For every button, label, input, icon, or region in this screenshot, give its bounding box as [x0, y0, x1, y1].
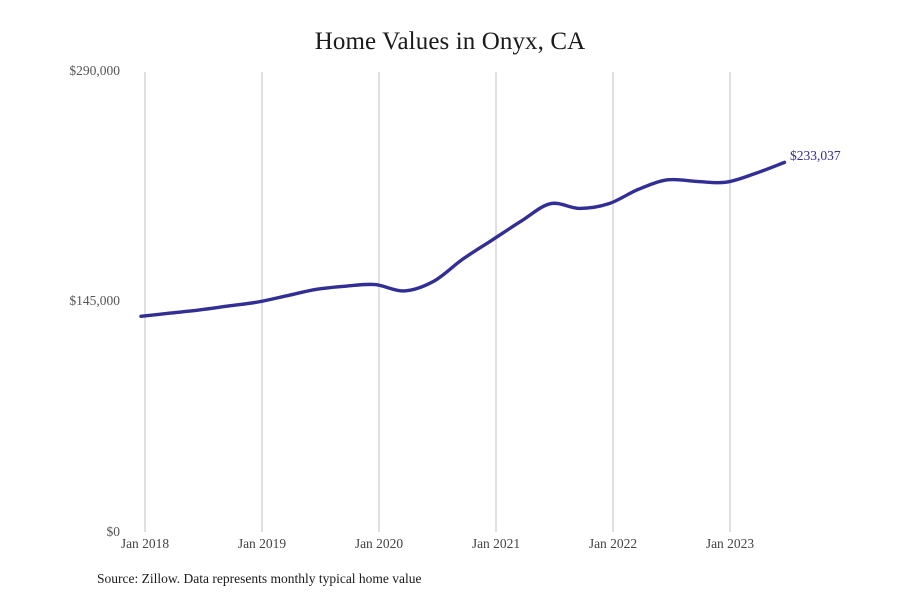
y-axis-tick-0: $0: [106, 524, 121, 539]
x-axis-tick-jan-2022: Jan 2022: [588, 536, 638, 551]
x-axis-tick-jan-2023: Jan 2023: [705, 536, 755, 551]
x-axis-tick-jan-2020: Jan 2020: [354, 536, 404, 551]
end-value-annotation: $233,037: [790, 148, 841, 163]
home-value-line-series: [139, 160, 787, 318]
chart-title: Home Values in Onyx, CA: [314, 28, 586, 55]
y-axis-tick-290000: $290,000: [69, 63, 120, 78]
gridlines: [144, 72, 731, 532]
x-axis-tick-jan-2019: Jan 2019: [237, 536, 287, 551]
x-axis-tick-jan-2021: Jan 2021: [471, 536, 521, 551]
source-note: Source: Zillow. Data represents monthly …: [97, 571, 422, 586]
y-axis-tick-145000: $145,000: [69, 293, 120, 308]
x-axis-tick-jan-2018: Jan 2018: [120, 536, 170, 551]
